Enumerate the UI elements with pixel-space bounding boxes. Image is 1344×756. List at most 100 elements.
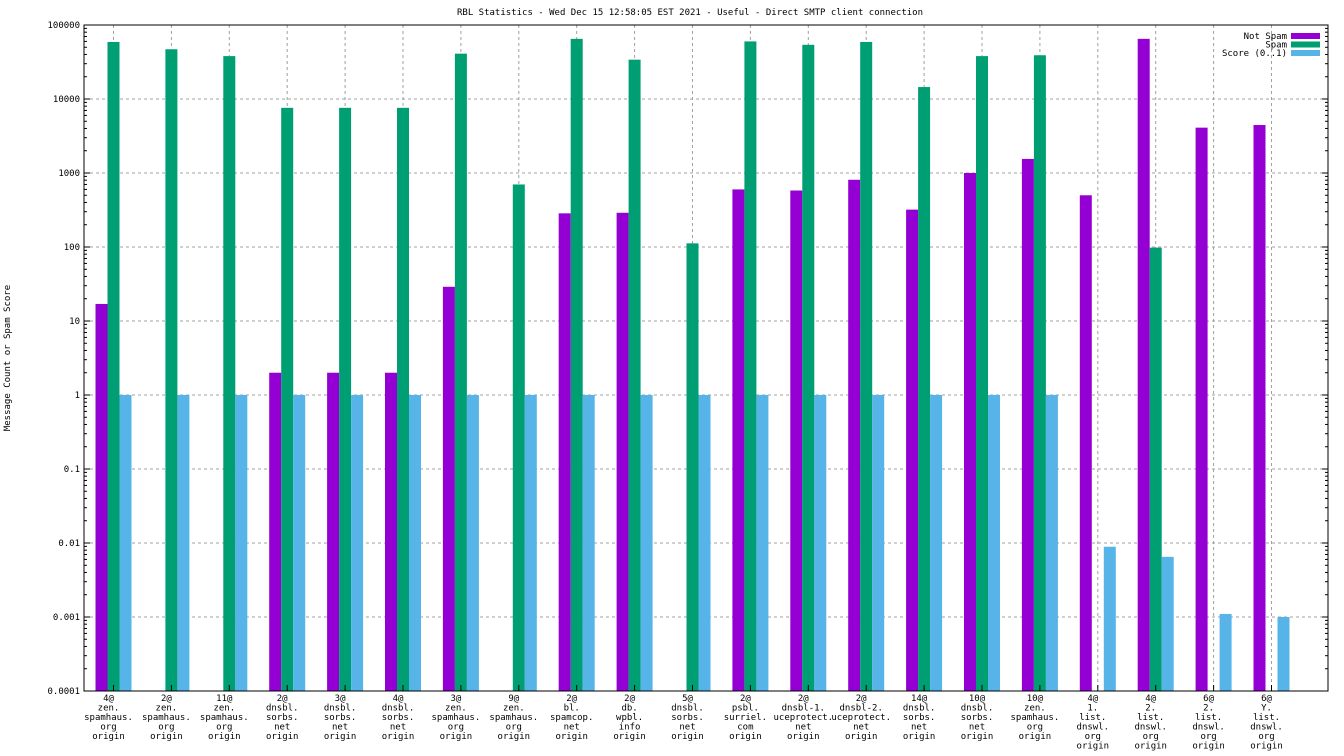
x-tick-label: dnsbl.: [961, 704, 994, 714]
x-tick-label: dnsbl-2.: [840, 704, 883, 714]
legend-swatch: [1291, 41, 1320, 48]
bars: [95, 38, 1290, 692]
bar-not-spam: [790, 190, 803, 691]
x-tick-label: 2@: [624, 694, 635, 704]
bar-not-spam: [906, 209, 919, 691]
x-tick-label: origin: [440, 732, 473, 742]
bar-score: [988, 395, 1000, 691]
bar-not-spam: [732, 189, 745, 691]
bar-score: [177, 395, 190, 691]
y-tick-label: 10: [69, 317, 80, 327]
x-tick-label: 2@: [856, 694, 867, 704]
bar-not-spam: [95, 303, 108, 691]
x-tick-label: 2.: [1145, 704, 1156, 714]
x-tick-label: org: [1143, 732, 1159, 742]
x-tick-label: spamhaus.: [142, 713, 191, 723]
bar-not-spam: [964, 173, 976, 691]
x-tick-label: 2@: [277, 694, 288, 704]
x-tick-label: dnsbl.: [671, 704, 704, 714]
bar-spam: [686, 243, 699, 692]
bar-spam: [512, 184, 525, 691]
x-tick-label: origin: [150, 732, 183, 742]
bar-spam: [570, 38, 583, 691]
x-tick-label: origin: [961, 732, 994, 742]
x-tick-label: 2@: [566, 694, 577, 704]
x-tick-label: zen.: [98, 704, 120, 714]
x-tick-label: dnsbl.: [903, 704, 936, 714]
bar-spam: [223, 56, 236, 692]
x-tick-label: origin: [1019, 732, 1052, 742]
x-tick-label: origin: [729, 732, 762, 742]
x-tick-label: uceprotect.: [831, 713, 891, 723]
x-tick-label: origin: [903, 732, 936, 742]
x-tick-label: org: [1085, 732, 1101, 742]
x-tick-label: origin: [1077, 742, 1110, 752]
bar-spam: [802, 44, 815, 692]
bar-not-spam: [1079, 195, 1092, 691]
x-tick-label: sorbs.: [671, 713, 704, 723]
x-tick-label: 4@: [103, 694, 114, 704]
x-tick-label: net: [795, 723, 811, 733]
x-tick-label: spamhaus.: [432, 713, 481, 723]
x-tick-label: spamcop.: [550, 713, 593, 723]
bar-not-spam: [327, 372, 340, 691]
bar-spam: [281, 107, 294, 691]
y-tick-label: 0.0001: [47, 687, 80, 697]
bar-spam: [107, 41, 120, 691]
x-tick-label: 6@: [1203, 694, 1214, 704]
x-tick-label: net: [679, 723, 695, 733]
bar-score: [814, 395, 827, 691]
bar-not-spam: [1021, 158, 1034, 691]
y-tick-label: 1: [75, 391, 80, 401]
x-tick-label: list.: [1195, 713, 1222, 723]
x-tick-label: origin: [208, 732, 241, 742]
bar-score: [351, 395, 364, 691]
y-tick-label: 100000: [47, 21, 80, 31]
x-tick-label: 3@: [335, 694, 346, 704]
x-tick-label: dnswl.: [1250, 723, 1283, 733]
x-tick-label: net: [332, 723, 348, 733]
x-tick-label: org: [1258, 732, 1274, 742]
x-tick-label: info: [619, 723, 641, 733]
x-tick-label: origin: [555, 732, 588, 742]
x-tick-label: zen.: [213, 704, 235, 714]
x-tick-label: sorbs.: [324, 713, 357, 723]
bar-spam: [860, 41, 873, 691]
bar-not-spam: [269, 372, 282, 691]
bar-not-spam: [616, 212, 629, 692]
x-tick-label: list.: [1253, 713, 1280, 723]
bar-score: [1045, 395, 1058, 691]
x-tick-label: 11@: [216, 694, 233, 704]
x-tick-label: dnswl.: [1192, 723, 1225, 733]
x-tick-label: spamhaus.: [200, 713, 249, 723]
x-tick-label: origin: [324, 732, 357, 742]
y-tick-label: 0.1: [64, 465, 80, 475]
x-tick-label: zen.: [1024, 704, 1046, 714]
x-tick-label: origin: [1192, 742, 1225, 752]
bar-score: [1161, 556, 1174, 691]
x-tick-label: 2@: [740, 694, 751, 704]
x-tick-label: origin: [613, 732, 646, 742]
bar-spam: [1033, 55, 1046, 691]
legend-label: Score (0..1): [1222, 49, 1287, 59]
bar-score: [756, 395, 769, 691]
x-tick-label: org: [448, 723, 464, 733]
x-tick-label: 2.: [1203, 704, 1214, 714]
x-tick-label: origin: [671, 732, 704, 742]
y-axis-label: Message Count or Spam Score: [3, 285, 13, 431]
x-tick-label: origin: [266, 732, 299, 742]
x-tick-label: zen.: [503, 704, 525, 714]
x-tick-label: origin: [498, 732, 531, 742]
chart-title: RBL Statistics - Wed Dec 15 12:58:05 EST…: [457, 8, 923, 18]
bar-not-spam: [558, 213, 571, 691]
bar-score: [640, 395, 653, 691]
bar-score: [466, 395, 479, 691]
x-tick-label: sorbs.: [266, 713, 299, 723]
x-tick-label: list.: [1079, 713, 1106, 723]
x-tick-label: sorbs.: [961, 713, 994, 723]
x-tick-label: 4@: [1145, 694, 1156, 704]
legend-label: Spam: [1265, 41, 1287, 51]
x-tick-label: dnswl.: [1077, 723, 1110, 733]
x-tick-label: org: [216, 723, 232, 733]
